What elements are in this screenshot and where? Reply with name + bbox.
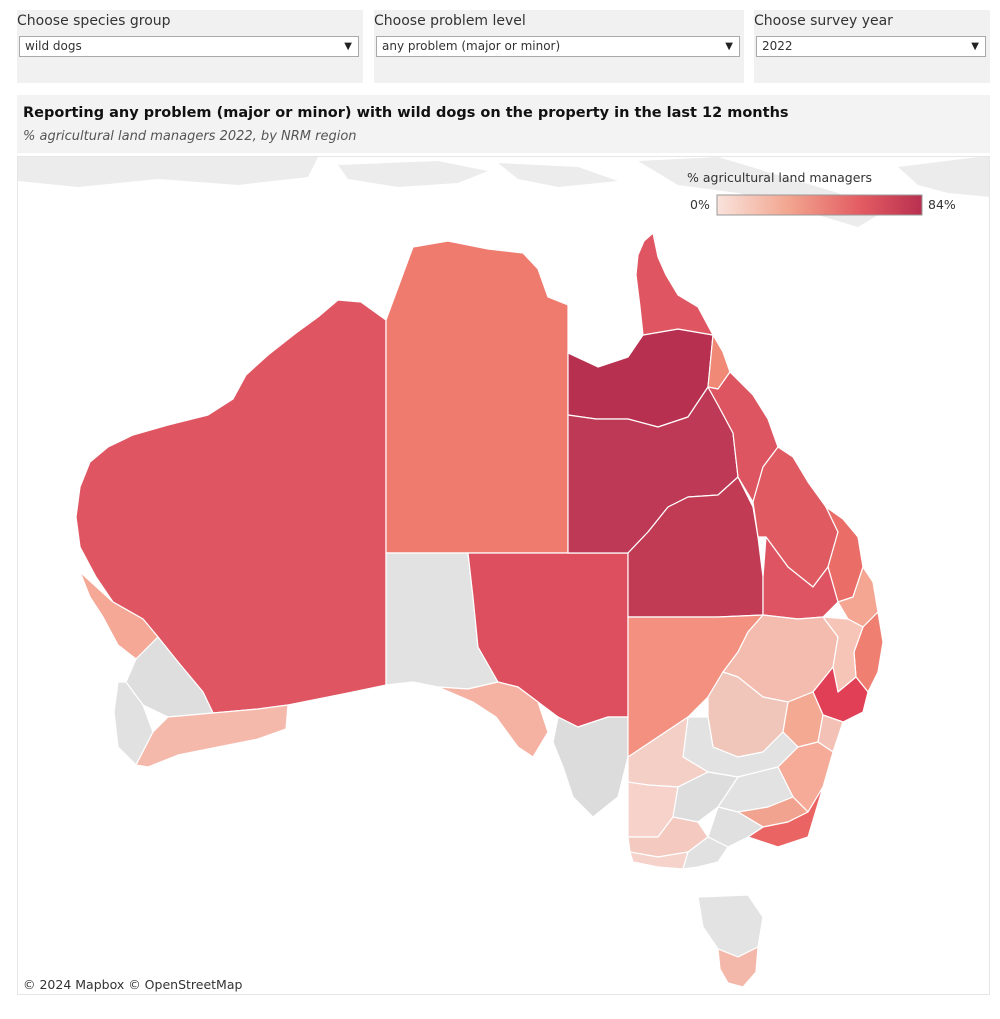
- legend-title: % agricultural land managers: [687, 170, 873, 185]
- map-panel[interactable]: % agricultural land managers 0% 84% © 20…: [17, 156, 990, 995]
- legend-max-label: 84%: [928, 197, 956, 212]
- species-filter: Choose species group wild dogs ▼: [17, 10, 363, 83]
- chart-header: Reporting any problem (major or minor) w…: [17, 95, 990, 153]
- region-cape-york[interactable]: [635, 232, 714, 336]
- legend-gradient: [716, 194, 923, 216]
- region-south-west[interactable]: [135, 704, 289, 768]
- region-northern-territory[interactable]: [385, 240, 569, 554]
- year-select-value: 2022: [762, 39, 793, 53]
- species-filter-label: Choose species group: [17, 13, 171, 29]
- chevron-down-icon: ▼: [971, 41, 979, 52]
- year-select[interactable]: 2022 ▼: [756, 36, 986, 57]
- year-filter: Choose survey year 2022 ▼: [754, 10, 990, 83]
- region-wa-rangelands[interactable]: [75, 299, 387, 714]
- region-tasmania-south[interactable]: [717, 946, 759, 988]
- chevron-down-icon: ▼: [725, 41, 733, 52]
- map-attribution[interactable]: © 2024 Mapbox © OpenStreetMap: [23, 977, 243, 992]
- nrm-regions[interactable]: [75, 232, 884, 988]
- problem-filter: Choose problem level any problem (major …: [374, 10, 744, 83]
- chevron-down-icon: ▼: [344, 41, 352, 52]
- problem-select-value: any problem (major or minor): [382, 39, 561, 53]
- region-tasmania-north[interactable]: [697, 894, 764, 958]
- legend-min-label: 0%: [690, 197, 710, 212]
- region-corangamite[interactable]: [682, 836, 729, 870]
- chart-subtitle: % agricultural land managers 2022, by NR…: [23, 129, 357, 144]
- year-filter-label: Choose survey year: [754, 13, 893, 29]
- species-select-value: wild dogs: [25, 39, 82, 53]
- species-select[interactable]: wild dogs ▼: [19, 36, 359, 57]
- background-land: [18, 157, 989, 227]
- problem-filter-label: Choose problem level: [374, 13, 526, 29]
- problem-select[interactable]: any problem (major or minor) ▼: [376, 36, 740, 57]
- region-east-gippsland[interactable]: [747, 786, 824, 848]
- chart-title: Reporting any problem (major or minor) w…: [23, 105, 789, 121]
- choropleth-map[interactable]: [18, 157, 990, 995]
- region-sa-northern-yorke[interactable]: [552, 716, 629, 818]
- region-eyre-peninsula[interactable]: [437, 681, 549, 758]
